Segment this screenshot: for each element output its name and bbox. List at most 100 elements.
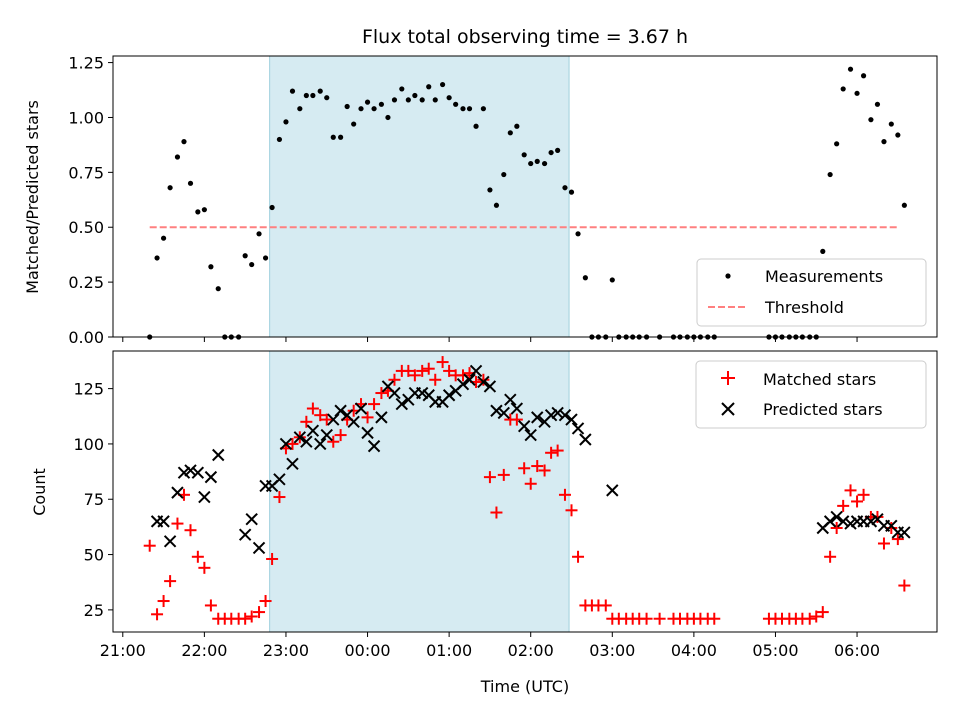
- matched-star-point: [320, 413, 333, 426]
- predicted-star-point: [571, 422, 585, 435]
- measurement-point: [440, 81, 446, 88]
- legend-threshold-label: Threshold: [764, 298, 844, 317]
- measurement-point: [262, 255, 269, 261]
- predicted-star-point: [469, 364, 483, 378]
- y-tick-label: 1.25: [68, 54, 104, 73]
- measurement-point: [187, 180, 194, 186]
- top-legend: Measurements Threshold: [696, 258, 927, 327]
- measurement-point: [493, 202, 500, 208]
- measurement-point: [208, 264, 214, 270]
- predicted-star-point: [375, 411, 388, 424]
- measurement-point: [874, 101, 881, 107]
- matched-star-point: [456, 369, 469, 382]
- matched-star-point: [810, 610, 823, 623]
- matched-star-point: [558, 488, 571, 501]
- measurement-point: [860, 73, 867, 79]
- y-tick-label: 0.50: [68, 218, 104, 237]
- matched-star-point: [198, 561, 211, 574]
- y-tick-label: 0.00: [68, 328, 104, 347]
- measurement-point: [154, 255, 160, 261]
- predicted-star-point: [836, 515, 850, 528]
- predicted-star-point: [483, 380, 497, 393]
- measurement-point: [160, 235, 167, 241]
- measurement-point: [868, 117, 874, 123]
- matched-star-point: [871, 510, 884, 523]
- matched-star-point: [416, 364, 429, 377]
- matched-star-point: [524, 477, 537, 490]
- measurement-point: [167, 185, 173, 191]
- matched-star-point: [851, 495, 864, 508]
- matched-star-point: [334, 429, 347, 442]
- predicted-star-point: [320, 428, 333, 442]
- matched-star-point: [157, 595, 170, 608]
- predicted-star-point: [334, 404, 347, 417]
- matched-star-point: [551, 444, 564, 457]
- matched-star-point: [204, 599, 217, 612]
- measurement-point: [324, 95, 330, 101]
- matched-star-point: [877, 537, 890, 550]
- measurement-point: [895, 132, 901, 138]
- measurement-point: [548, 149, 554, 156]
- predicted-star-point: [606, 484, 619, 497]
- bottom-panel: 25 50 75 100 125 21:00 22:00 23:00 00:00 01:00 02…: [30, 350, 938, 696]
- x-tick-label: 23:00: [263, 641, 309, 660]
- matched-star-point: [490, 506, 503, 519]
- measurement-point: [888, 121, 894, 127]
- y-tick-label: 0.25: [68, 273, 104, 292]
- measurement-point: [276, 136, 283, 143]
- measurement-point: [514, 123, 520, 129]
- predicted-star-point: [245, 512, 258, 526]
- legend-measurements-label: Measurements: [765, 267, 883, 286]
- matched-star-point: [640, 612, 653, 625]
- matched-star-point: [497, 468, 510, 481]
- predicted-star-point: [191, 466, 205, 479]
- measurement-point: [344, 103, 350, 110]
- measurement-point: [378, 101, 385, 107]
- matched-star-point: [531, 460, 544, 473]
- predicted-star-point: [306, 424, 320, 437]
- matched-star-point: [184, 524, 197, 537]
- matched-star-point: [266, 552, 279, 565]
- predicted-star-point: [184, 464, 197, 477]
- bottom-y-axis-label: Count: [30, 468, 49, 516]
- bottom-axes-frame: [112, 350, 938, 633]
- predicted-star-point: [558, 408, 572, 422]
- matched-star-point: [545, 446, 558, 459]
- matched-star-point: [653, 612, 666, 625]
- measurement-point: [609, 277, 615, 283]
- x-tick-label: 02:00: [508, 641, 554, 660]
- predicted-star-point: [497, 406, 510, 420]
- matched-star-point: [830, 522, 843, 535]
- matched-star-point: [803, 612, 816, 625]
- predicted-star-point: [354, 402, 368, 415]
- measurement-point: [195, 209, 201, 215]
- matched-star-point: [368, 398, 381, 411]
- measurement-point: [269, 204, 275, 211]
- predicted-star-point: [252, 541, 266, 555]
- predicted-star-point: [510, 402, 524, 415]
- matched-star-point: [436, 356, 449, 369]
- measurement-point: [419, 97, 425, 103]
- predicted-star-point: [314, 437, 327, 451]
- legend-matched-label: Matched stars: [763, 370, 876, 389]
- measurement-point: [391, 97, 398, 103]
- measurement-point: [297, 106, 303, 112]
- matched-star-point: [837, 499, 850, 512]
- predicted-star-point: [388, 386, 401, 400]
- matched-star-point: [314, 409, 327, 422]
- measurement-point: [405, 97, 411, 103]
- matched-star-point: [259, 595, 272, 608]
- measurement-point: [399, 86, 405, 92]
- measurement-point: [555, 147, 561, 153]
- matched-star-point: [857, 488, 870, 501]
- predicted-star-point: [524, 428, 537, 442]
- measurement-point: [568, 189, 575, 195]
- measurement-point: [289, 88, 296, 94]
- legend-measurements-marker: [725, 273, 731, 279]
- x-tick-label: 04:00: [671, 641, 717, 660]
- legend-predicted-marker: [721, 402, 735, 416]
- y-tick-label: 75: [84, 490, 104, 509]
- measurement-point: [501, 171, 507, 178]
- y-tick-label: 25: [84, 601, 104, 620]
- measurement-point: [528, 160, 534, 167]
